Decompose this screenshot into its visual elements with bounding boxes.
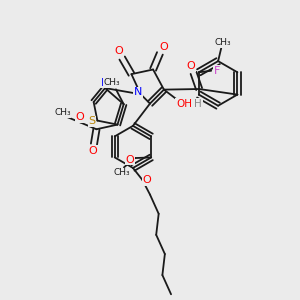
Text: O: O xyxy=(115,46,123,56)
Text: CH₃: CH₃ xyxy=(114,168,130,177)
Text: O: O xyxy=(186,61,195,71)
Text: O: O xyxy=(88,146,97,156)
Text: O: O xyxy=(126,154,134,165)
Text: CH₃: CH₃ xyxy=(54,108,71,117)
Text: CH₃: CH₃ xyxy=(215,38,231,47)
Text: O: O xyxy=(143,175,152,185)
Text: N: N xyxy=(134,87,142,98)
Text: CH₃: CH₃ xyxy=(103,78,120,87)
Text: F: F xyxy=(214,66,220,76)
Text: N: N xyxy=(101,77,109,88)
Text: S: S xyxy=(88,116,95,126)
Text: H: H xyxy=(194,99,202,109)
Text: OH: OH xyxy=(176,99,192,109)
Text: O: O xyxy=(159,42,168,52)
Text: O: O xyxy=(75,112,84,122)
